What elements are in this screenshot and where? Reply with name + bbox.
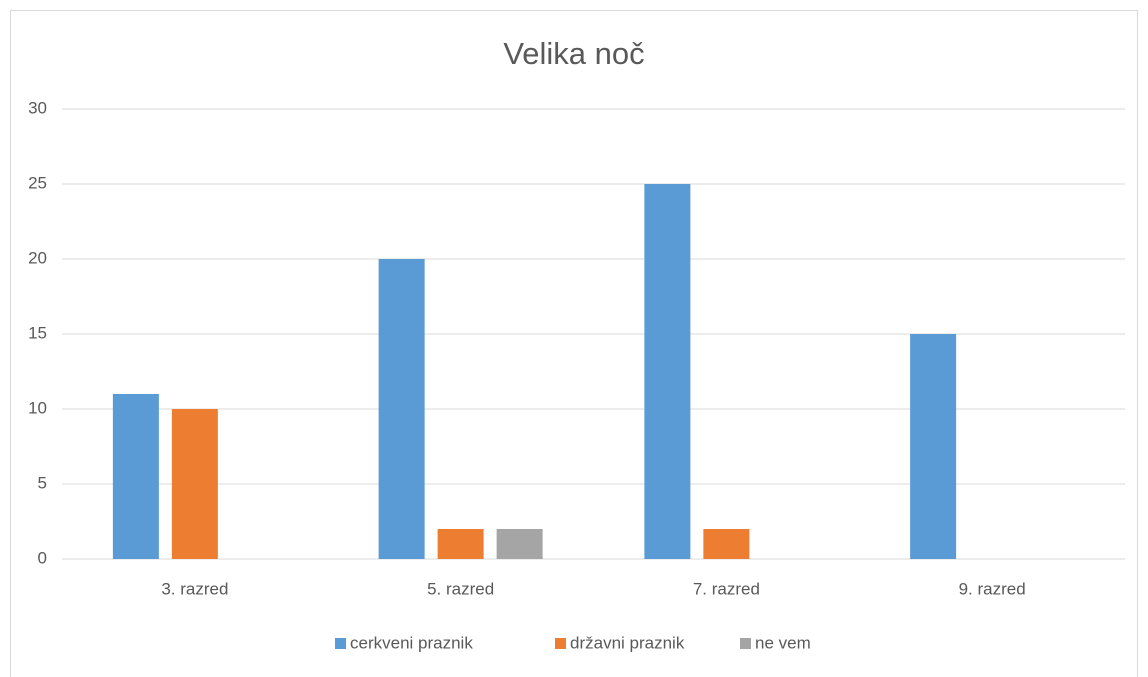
- y-tick-label: 5: [38, 473, 47, 492]
- y-tick-label: 25: [28, 173, 47, 192]
- bar: [644, 184, 691, 559]
- bar: [910, 334, 957, 559]
- chart-border: [10, 10, 1138, 677]
- y-tick-label: 20: [28, 248, 47, 267]
- x-tick-label: 7. razred: [693, 579, 760, 598]
- chart-title: Velika noč: [503, 36, 644, 71]
- legend-label: državni praznik: [570, 633, 685, 652]
- bar: [171, 409, 218, 559]
- bar: [112, 394, 159, 559]
- legend-swatch: [555, 638, 566, 649]
- x-tick-label: 5. razred: [427, 579, 494, 598]
- legend-swatch: [335, 638, 346, 649]
- y-tick-label: 15: [28, 323, 47, 342]
- bar: [496, 529, 543, 559]
- bar: [703, 529, 750, 559]
- legend-label: cerkveni praznik: [350, 633, 473, 652]
- y-tick-label: 0: [38, 548, 47, 567]
- legend-label: ne vem: [755, 633, 811, 652]
- y-tick-label: 10: [28, 398, 47, 417]
- x-tick-label: 9. razred: [959, 579, 1026, 598]
- bar: [437, 529, 484, 559]
- y-tick-label: 30: [28, 98, 47, 117]
- legend-swatch: [740, 638, 751, 649]
- x-tick-label: 3. razred: [161, 579, 228, 598]
- bar: [378, 259, 425, 559]
